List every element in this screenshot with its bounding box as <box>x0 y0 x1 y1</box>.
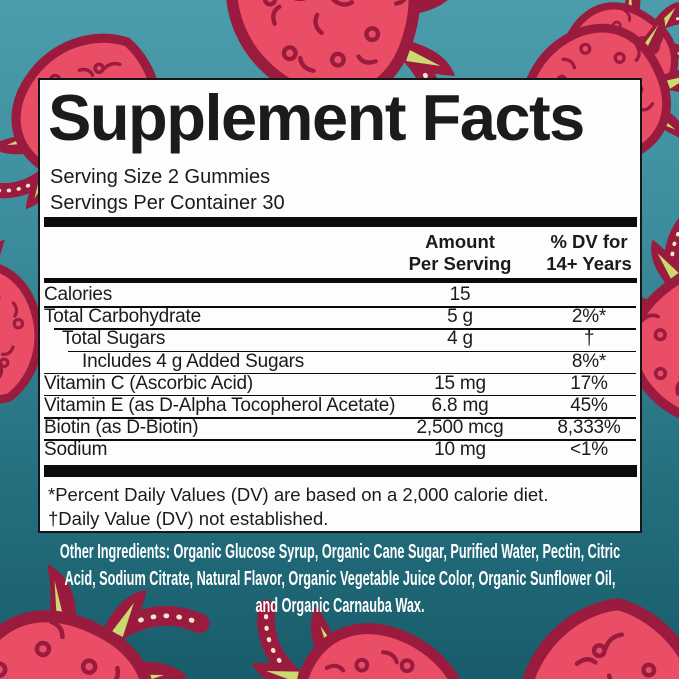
amount-value: 15 <box>449 284 471 306</box>
row-divider <box>44 306 636 308</box>
nutrient-name: Total Sugars <box>62 328 166 350</box>
amount-column-header: Amount Per Serving <box>370 231 550 275</box>
table-bottom-bar <box>44 465 637 477</box>
nutrient-name: Includes 4 g Added Sugars <box>82 350 305 372</box>
nutrient-name: Sodium <box>44 439 108 461</box>
row-divider <box>44 417 636 419</box>
header-divider-bar <box>44 278 637 283</box>
servings-per-container-text: Servings Per Container 30 <box>50 192 285 214</box>
row-divider <box>44 439 636 441</box>
amount-value: 5 g <box>447 306 473 328</box>
dv-value: 45% <box>570 395 608 417</box>
row-divider <box>54 328 636 330</box>
table-row: Sodium 10 mg <1% <box>40 439 640 461</box>
footnote-percent-dv: *Percent Daily Values (DV) are based on … <box>48 484 549 505</box>
dv-value: 17% <box>570 372 608 394</box>
dv-header-line2: 14+ Years <box>546 253 632 274</box>
other-ingredients-block: Other Ingredients: Organic Glucose Syrup… <box>54 538 624 619</box>
row-divider <box>44 372 636 375</box>
table-row: Vitamin C (Ascorbic Acid) 15 mg 17% <box>40 372 640 395</box>
other-ingredients-line: and Organic Carnauba Wax. <box>254 594 425 617</box>
other-ingredients-line: Other Ingredients: Organic Glucose Syrup… <box>59 540 620 563</box>
nutrient-name: Total Carbohydrate <box>44 306 201 328</box>
table-row: Calories 15 <box>40 284 640 306</box>
supplement-facts-panel: Supplement Facts Serving Size 2 Gummies … <box>38 78 642 533</box>
table-row: Total Sugars 4 g † <box>40 328 640 350</box>
table-top-bar <box>44 217 637 227</box>
amount-value: 4 g <box>447 328 473 350</box>
supplement-facts-title: Supplement Facts <box>48 81 585 154</box>
amount-value: 6.8 mg <box>431 395 489 417</box>
amount-value: 15 mg <box>434 372 486 394</box>
nutrient-name: Vitamin C (Ascorbic Acid) <box>44 372 253 394</box>
table-row: Vitamin E (as D-Alpha Tocopherol Acetate… <box>40 394 640 417</box>
table-row: Includes 4 g Added Sugars 8%* <box>40 350 640 373</box>
amount-header-line1: Amount <box>425 231 495 252</box>
row-divider <box>44 394 636 397</box>
dv-value: † <box>583 328 595 350</box>
table-row: Biotin (as D-Biotin) 2,500 mcg 8,333% <box>40 417 640 439</box>
row-divider <box>68 350 636 353</box>
dv-value: 8%* <box>571 350 607 372</box>
footnote-dagger: †Daily Value (DV) not established. <box>48 508 329 529</box>
other-ingredients-line: Acid, Sodium Citrate, Natural Flavor, Or… <box>64 567 615 590</box>
table-row: Total Carbohydrate 5 g 2%* <box>40 306 640 328</box>
dv-header-line1: % DV for <box>550 231 628 252</box>
serving-size-text: Serving Size 2 Gummies <box>50 166 271 188</box>
amount-header-line2: Per Serving <box>408 253 512 274</box>
amount-value: 10 mg <box>434 439 486 461</box>
nutrient-table: Calories 15 Total Carbohydrate 5 g 2%* T… <box>40 284 640 462</box>
dv-value: 8,333% <box>557 417 621 439</box>
nutrient-name: Calories <box>44 284 113 306</box>
nutrient-name: Vitamin E (as D-Alpha Tocopherol Acetate… <box>44 395 396 417</box>
dv-column-header: % DV for 14+ Years <box>499 231 679 275</box>
dv-value: 2%* <box>571 306 607 328</box>
nutrient-name: Biotin (as D-Biotin) <box>44 417 199 439</box>
dv-value: <1% <box>570 439 608 461</box>
amount-value: 2,500 mcg <box>416 417 504 439</box>
